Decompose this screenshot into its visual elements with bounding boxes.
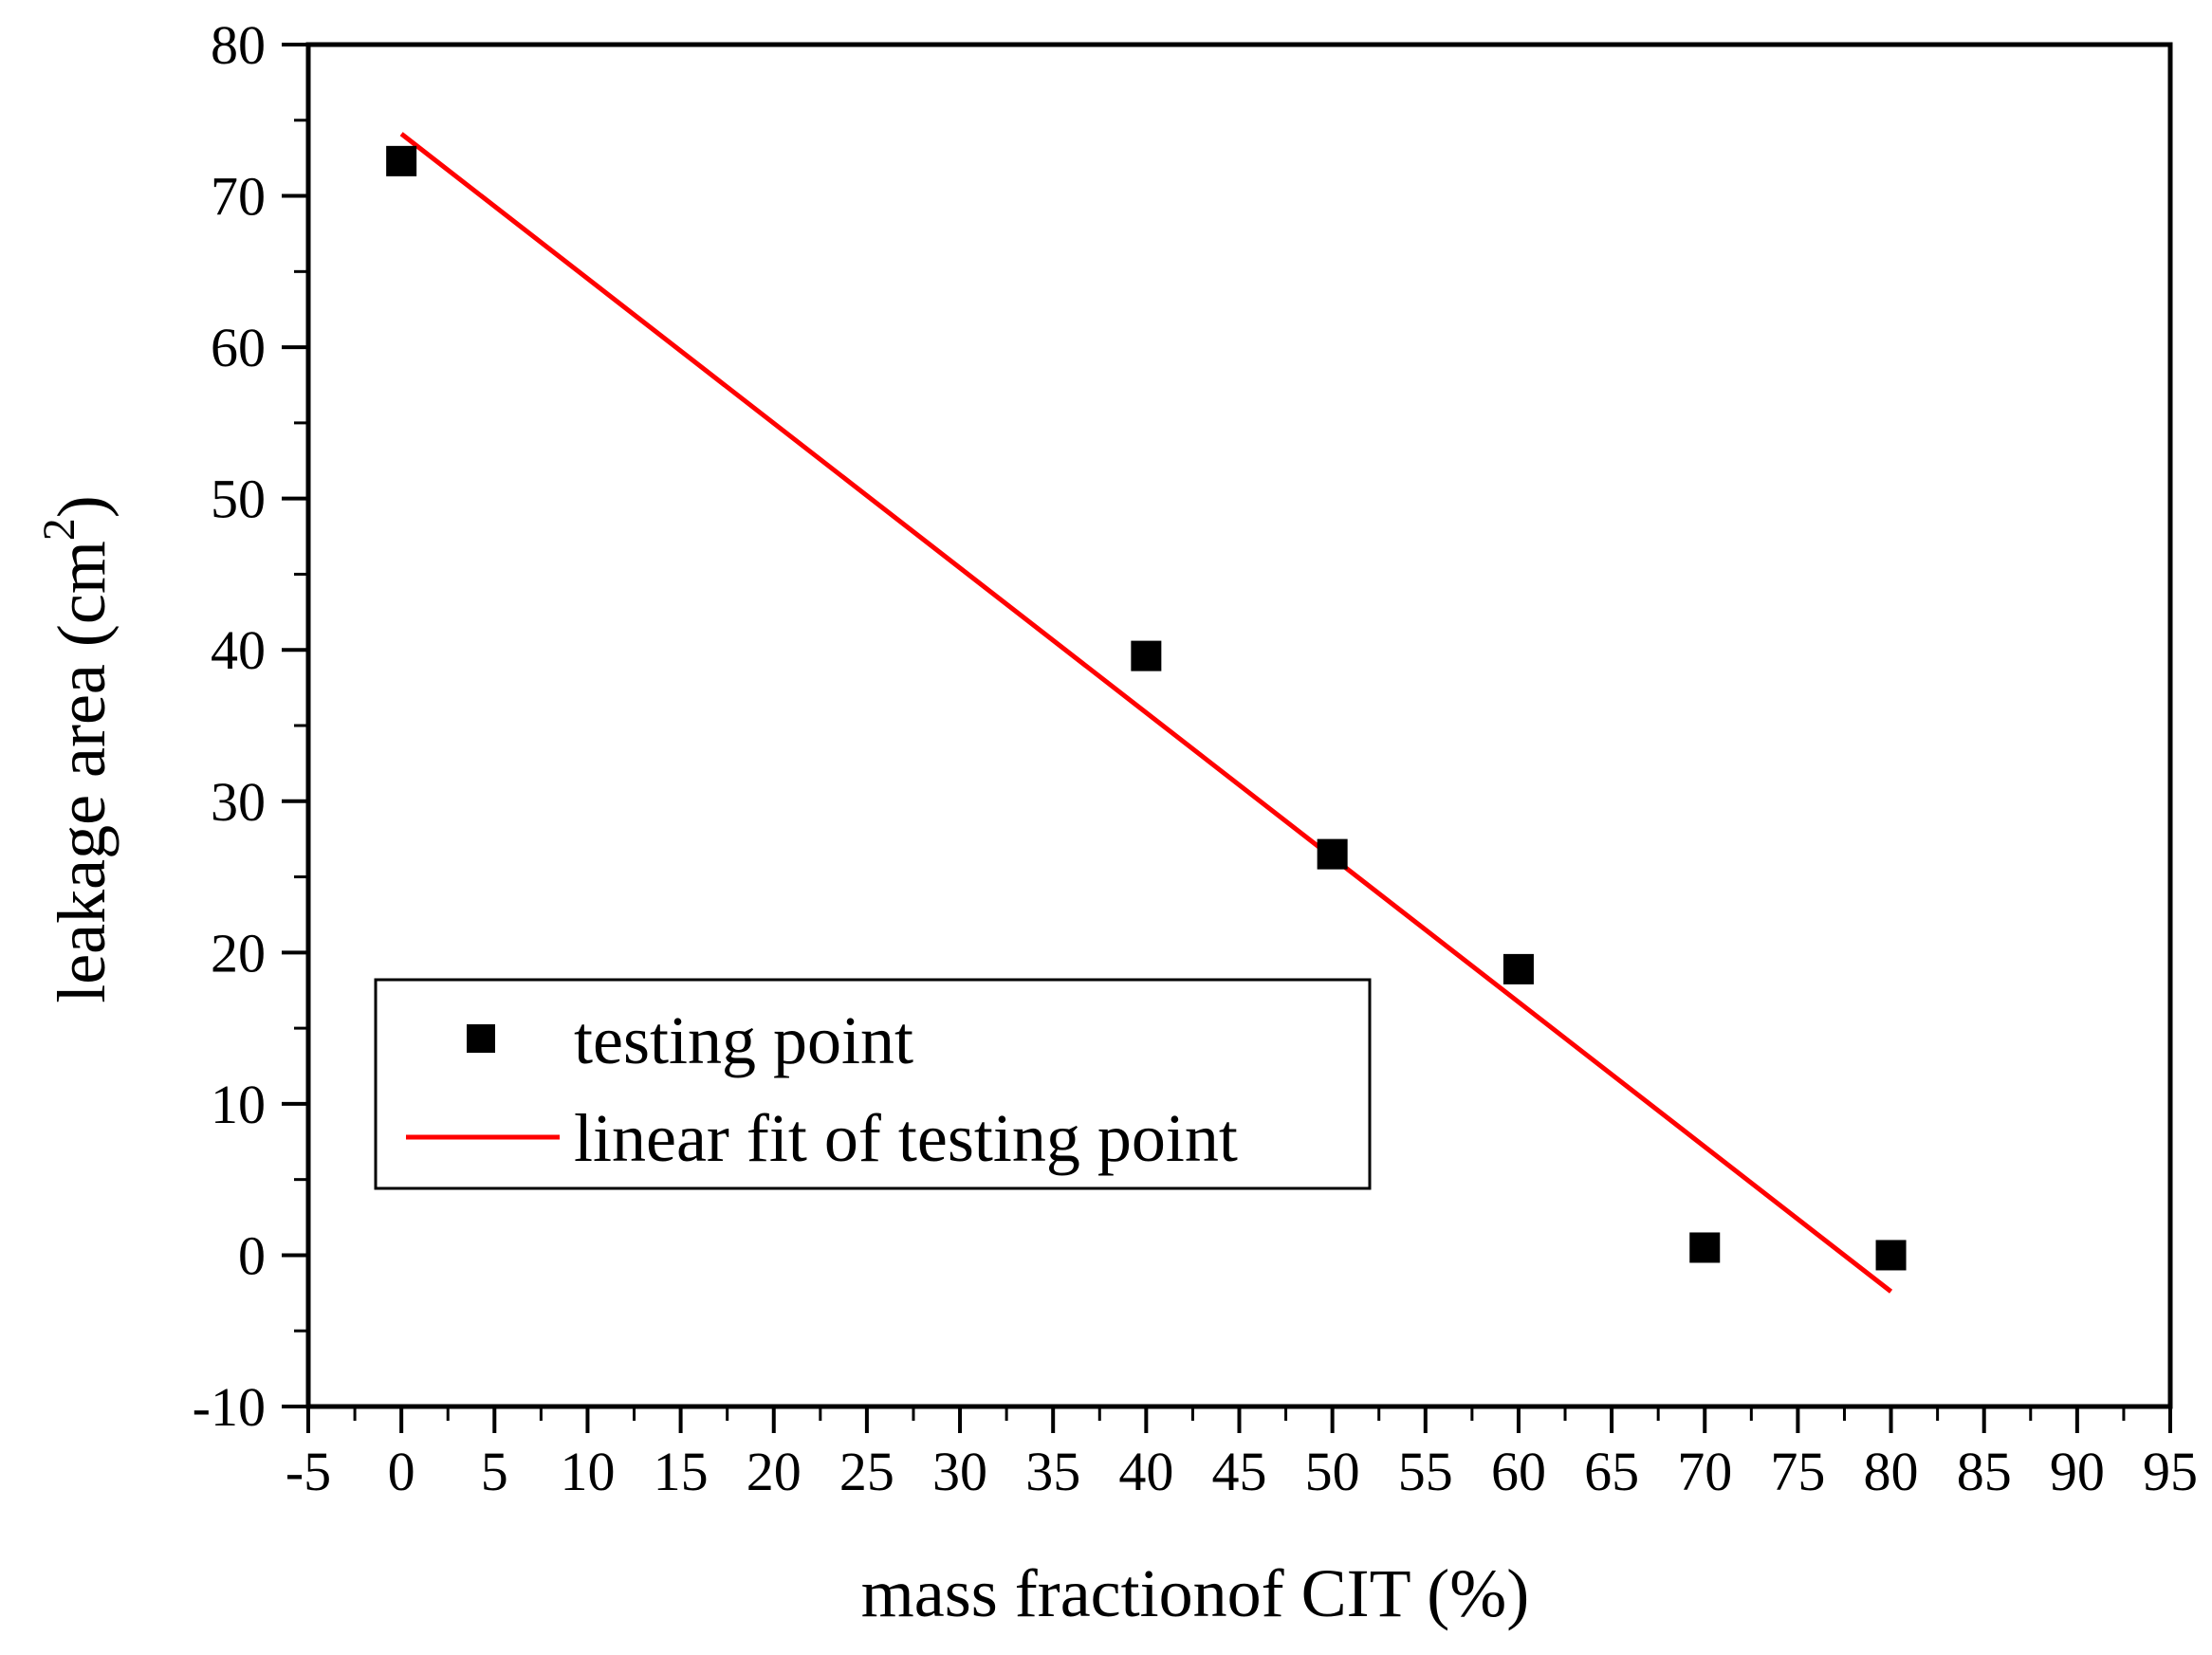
x-tick-label: 25 [839,1441,894,1502]
x-tick-label: 60 [1491,1441,1546,1502]
x-tick-labels: -5 0 5 10 15 20 25 30 35 40 45 50 55 60 65 70 75 80 85 90 95 [286,1441,2198,1502]
y-tick-label: 70 [211,166,266,228]
x-tick-label: 5 [481,1441,508,1502]
y-tick-label: 20 [211,922,266,984]
data-point [1875,1240,1907,1271]
data-point [1502,953,1534,984]
y-tick-label: 30 [211,771,266,833]
data-point [1131,640,1162,671]
x-tick-label: 85 [1957,1441,2012,1502]
x-tick-label: 0 [388,1441,415,1502]
y-axis-title-main: leakage area (cm [44,541,120,1003]
x-tick-label: 80 [1864,1441,1919,1502]
y-axis-title-end: ) [44,495,120,518]
x-tick-label: 95 [2143,1441,2198,1502]
data-point [1689,1232,1721,1263]
minor-ticks [294,119,2126,1421]
legend-label-linear-fit: linear fit of testing point [574,1100,1238,1176]
y-tick-label: -10 [193,1376,266,1438]
y-tick-label: 80 [211,14,266,76]
y-tick-label: 40 [211,619,266,681]
x-tick-label: 30 [932,1441,987,1502]
y-tick-label: 60 [211,317,266,378]
x-tick-label: 20 [747,1441,802,1502]
y-tick-labels: -10 0 10 20 30 40 50 60 70 80 [193,14,266,1438]
x-tick-label: 40 [1118,1441,1173,1502]
y-tick-label: 10 [211,1074,266,1135]
data-points [386,145,1907,1271]
x-tick-label: 65 [1584,1441,1639,1502]
x-axis-title: mass fractionof CIT (%) [861,1555,1529,1631]
y-axis-title-sup: 2 [34,518,84,541]
x-tick-label: 10 [560,1441,615,1502]
legend-label-testing-point: testing point [574,1002,913,1078]
fit-line [399,132,1893,1294]
data-point [1317,838,1348,870]
x-tick-label: 35 [1025,1441,1080,1502]
x-tick-label: 45 [1212,1441,1267,1502]
major-ticks [282,43,2172,1433]
legend: testing point linear fit of testing poin… [374,978,1372,1190]
x-tick-label: 15 [654,1441,709,1502]
x-tick-label: 50 [1305,1441,1360,1502]
y-axis-title: leakage area (cm2) [34,495,120,1003]
y-tick-label: 50 [211,469,266,530]
x-tick-label: 90 [2050,1441,2105,1502]
legend-marker-testing-point [467,1024,495,1053]
x-tick-label: 70 [1677,1441,1732,1502]
x-tick-label: -5 [286,1441,331,1502]
data-point [386,145,417,176]
plot-frame [305,42,2173,1409]
x-tick-label: 55 [1398,1441,1453,1502]
legend-box [374,978,1372,1190]
x-tick-label: 75 [1770,1441,1825,1502]
y-tick-label: 0 [238,1224,266,1286]
fit-lines [399,132,1893,1294]
